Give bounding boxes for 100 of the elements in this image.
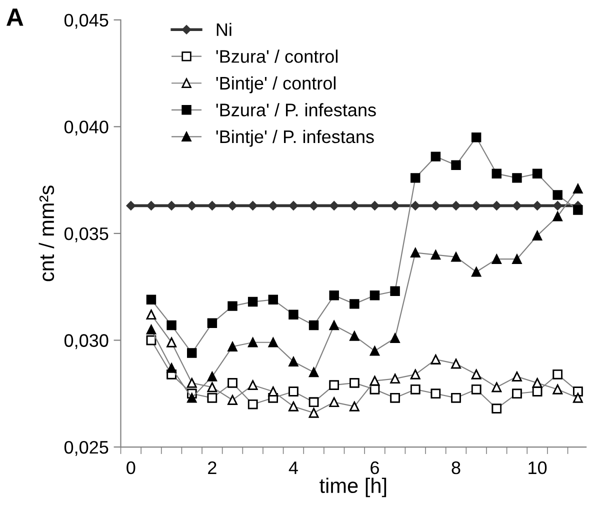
point xyxy=(430,388,441,398)
point xyxy=(248,201,258,210)
point xyxy=(532,230,542,240)
point xyxy=(309,201,318,210)
legend-label: 'Bzura' / control xyxy=(216,50,338,63)
point xyxy=(350,402,360,412)
point xyxy=(492,382,502,392)
point xyxy=(248,399,258,410)
point xyxy=(390,374,400,384)
point xyxy=(552,212,562,222)
point xyxy=(268,386,278,396)
legend-label: Ni xyxy=(216,22,232,36)
point xyxy=(532,378,542,388)
x-tick-label: 8 xyxy=(452,461,460,474)
point xyxy=(329,380,339,390)
x-tick-label: 4 xyxy=(288,462,298,474)
point xyxy=(552,190,562,200)
point xyxy=(512,372,522,382)
point xyxy=(451,201,461,210)
point xyxy=(166,363,176,373)
y-tick-label: 0,025 xyxy=(64,440,108,456)
point xyxy=(187,348,197,358)
point xyxy=(552,201,562,210)
point xyxy=(166,320,176,330)
point xyxy=(268,294,278,305)
point xyxy=(228,395,238,405)
point xyxy=(430,354,441,364)
point xyxy=(350,299,360,309)
point xyxy=(228,301,238,311)
point xyxy=(451,252,461,262)
point xyxy=(532,168,542,179)
point xyxy=(308,397,319,408)
point xyxy=(268,201,278,210)
point xyxy=(308,320,319,330)
x-tick-label: 6 xyxy=(370,461,379,474)
point xyxy=(512,254,522,264)
point xyxy=(573,205,583,215)
point xyxy=(451,160,461,170)
point xyxy=(471,384,482,394)
point xyxy=(228,201,238,210)
y-tick-label: 0,040 xyxy=(64,120,108,136)
x-tick-label: 2 xyxy=(208,461,216,474)
point xyxy=(492,201,502,210)
point xyxy=(166,201,176,210)
point xyxy=(329,397,339,408)
point xyxy=(410,384,420,394)
x-tick-label: 0 xyxy=(126,461,136,474)
legend-label: 'Bintje' / control xyxy=(216,76,336,94)
legend-label: 'Bintje' / P. infestans xyxy=(216,130,374,147)
point xyxy=(207,372,218,382)
point xyxy=(288,386,298,396)
point xyxy=(573,393,583,403)
point xyxy=(390,393,400,403)
point xyxy=(410,248,420,258)
point xyxy=(370,290,380,300)
point xyxy=(228,378,238,388)
point xyxy=(187,393,197,403)
y-axis-title: cnt / mm²s xyxy=(38,186,54,282)
point xyxy=(350,378,360,388)
point xyxy=(126,201,136,210)
point xyxy=(207,318,218,328)
point xyxy=(573,386,583,396)
point xyxy=(146,201,156,210)
point xyxy=(390,333,400,343)
point xyxy=(512,173,522,183)
point xyxy=(390,286,400,296)
point xyxy=(532,386,542,396)
point xyxy=(492,168,502,179)
point xyxy=(472,201,481,210)
point xyxy=(208,201,217,210)
point xyxy=(471,267,482,277)
point xyxy=(532,201,542,210)
point xyxy=(410,370,420,380)
text: A xyxy=(6,8,24,26)
point xyxy=(146,335,156,346)
point xyxy=(329,201,339,210)
y-tick-label: 0,030 xyxy=(64,334,108,350)
x-tick-label: 10 xyxy=(528,461,547,474)
point xyxy=(512,388,522,398)
point xyxy=(512,201,522,210)
point xyxy=(146,294,156,305)
point xyxy=(166,338,176,348)
x-axis-title: time [h] xyxy=(320,478,386,498)
point xyxy=(471,370,482,380)
point xyxy=(207,393,218,403)
point xyxy=(288,201,298,210)
point xyxy=(492,404,502,414)
point xyxy=(248,338,258,348)
point xyxy=(552,370,562,380)
point xyxy=(370,346,380,356)
point xyxy=(207,382,218,392)
point xyxy=(308,367,319,378)
point xyxy=(248,380,258,390)
point xyxy=(146,324,156,334)
point xyxy=(430,250,441,260)
point xyxy=(430,152,441,162)
point xyxy=(431,201,440,210)
point xyxy=(471,132,482,142)
point xyxy=(268,338,278,348)
point xyxy=(288,402,298,412)
